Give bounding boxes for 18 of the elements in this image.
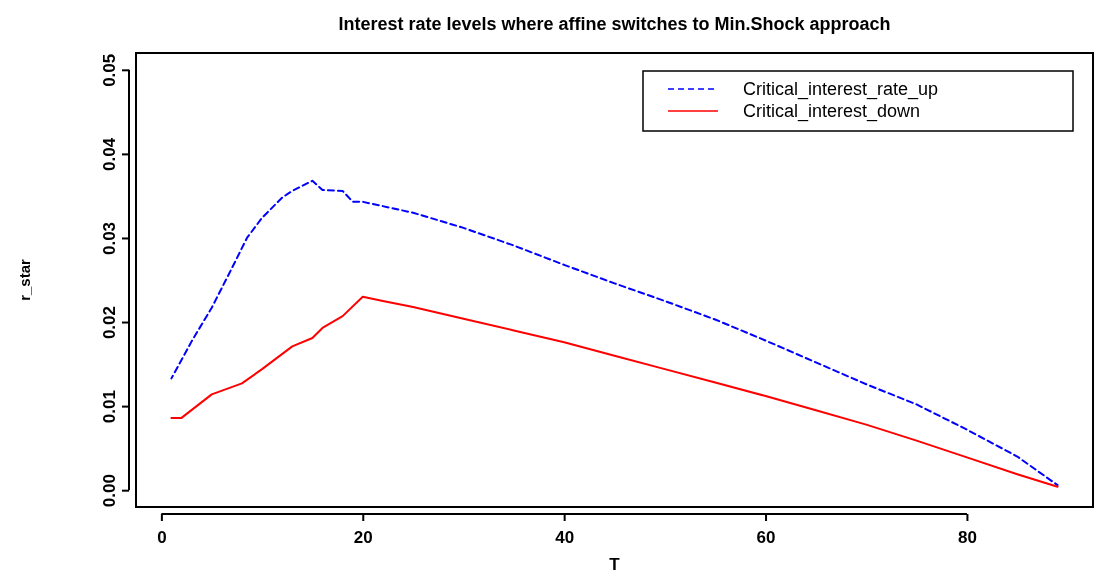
legend-label: Critical_interest_rate_up (743, 79, 939, 100)
y-tick-label: 0.03 (100, 221, 119, 256)
line-series (170, 295, 1059, 488)
y-axis-title: r_star (16, 258, 33, 301)
chart-title: Interest rate levels where affine switches to Min.Shock approach (338, 14, 891, 34)
y-tick-label: 0.01 (100, 390, 119, 424)
y-tick-label: 0.04 (100, 137, 119, 171)
line-series (170, 179, 1059, 487)
x-tick-label: 0 (157, 527, 167, 547)
x-tick-label: 60 (756, 527, 776, 547)
y-tick-label: 0.00 (100, 474, 119, 508)
x-tick-label: 80 (957, 527, 977, 547)
y-tick-label: 0.02 (100, 305, 119, 340)
x-axis-title: T (609, 555, 621, 573)
y-tick-label: 0.05 (100, 53, 119, 87)
legend-label: Critical_interest_down (743, 101, 921, 122)
x-tick-label: 20 (353, 527, 373, 547)
x-tick-label: 40 (555, 527, 575, 547)
